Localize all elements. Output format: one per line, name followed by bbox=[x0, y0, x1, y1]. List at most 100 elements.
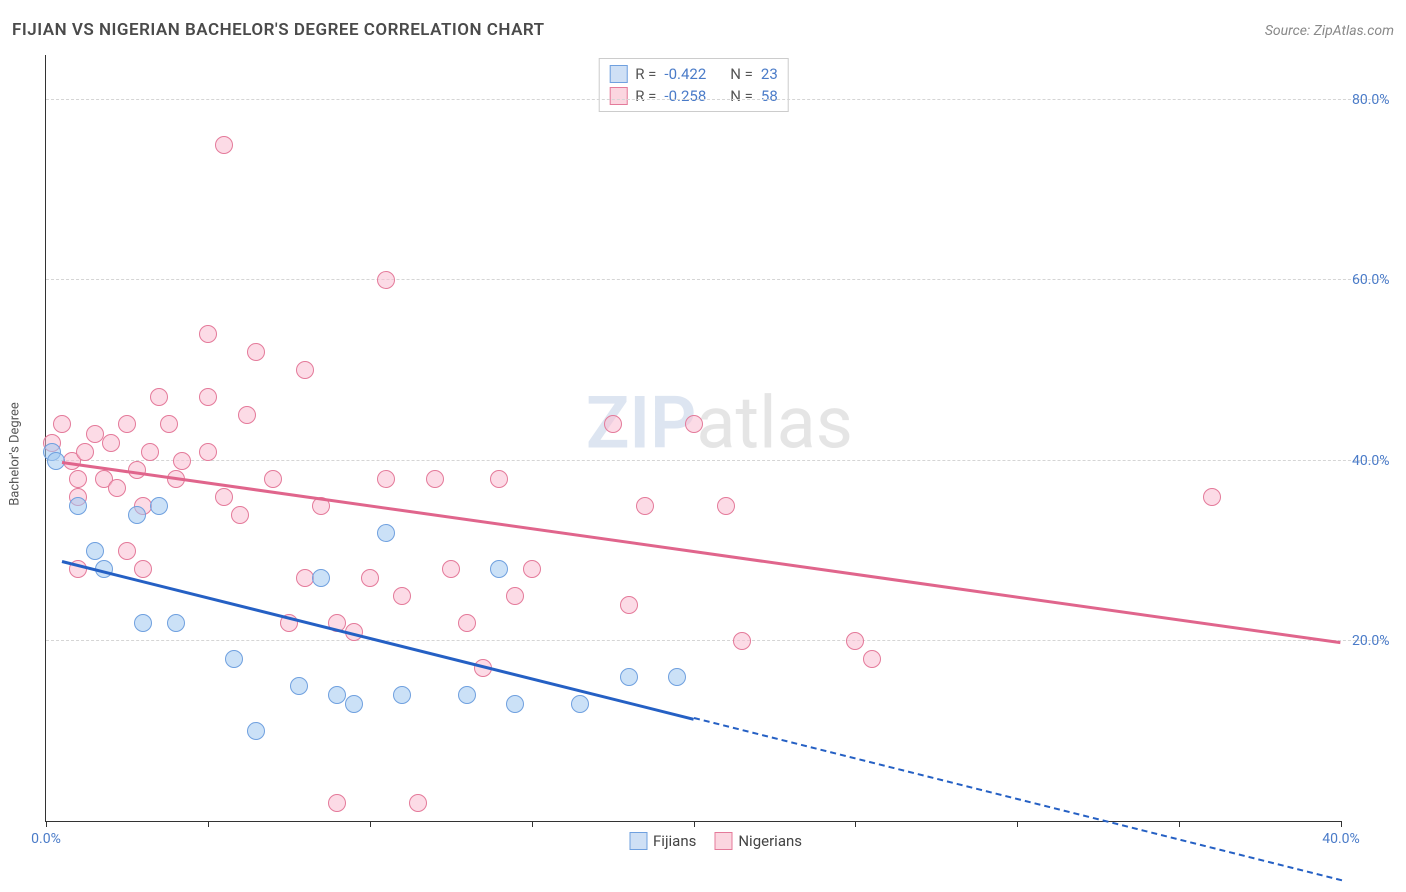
scatter-point-nigerians bbox=[717, 497, 735, 515]
scatter-point-fijians bbox=[620, 668, 638, 686]
chart-area: Bachelor's Degree ZIPatlas R = -0.422 N … bbox=[45, 55, 1386, 852]
x-tick bbox=[370, 821, 371, 827]
legend-item-nigerians: Nigerians bbox=[714, 832, 802, 850]
trend-line bbox=[693, 717, 1341, 881]
scatter-point-nigerians bbox=[128, 461, 146, 479]
x-tick bbox=[208, 821, 209, 827]
scatter-point-nigerians bbox=[636, 497, 654, 515]
gridline bbox=[46, 640, 1386, 641]
trend-line bbox=[62, 461, 1341, 644]
scatter-point-nigerians bbox=[458, 614, 476, 632]
scatter-point-nigerians bbox=[134, 560, 152, 578]
r-label: R = bbox=[635, 87, 656, 105]
scatter-point-nigerians bbox=[150, 388, 168, 406]
swatch-fijians bbox=[609, 65, 627, 83]
scatter-point-fijians bbox=[668, 668, 686, 686]
plot-region: ZIPatlas R = -0.422 N = 23 R = -0.258 N … bbox=[45, 55, 1341, 822]
scatter-point-fijians bbox=[312, 569, 330, 587]
scatter-point-fijians bbox=[247, 722, 265, 740]
scatter-point-nigerians bbox=[108, 479, 126, 497]
stats-row-fijians: R = -0.422 N = 23 bbox=[609, 65, 778, 83]
scatter-point-fijians bbox=[225, 650, 243, 668]
scatter-point-nigerians bbox=[393, 587, 411, 605]
scatter-point-nigerians bbox=[215, 488, 233, 506]
watermark-rest: atlas bbox=[696, 380, 853, 465]
x-tick-label: 0.0% bbox=[31, 831, 61, 847]
x-tick bbox=[46, 821, 47, 827]
watermark-zip: ZIP bbox=[586, 380, 696, 465]
x-tick bbox=[1179, 821, 1180, 827]
legend-swatch-nigerians bbox=[714, 832, 732, 850]
bottom-legend: Fijians Nigerians bbox=[629, 832, 802, 850]
scatter-point-fijians bbox=[290, 677, 308, 695]
scatter-point-nigerians bbox=[377, 470, 395, 488]
y-tick-label: 20.0% bbox=[1346, 633, 1391, 649]
scatter-point-nigerians bbox=[173, 452, 191, 470]
legend-label-fijians: Fijians bbox=[653, 832, 696, 850]
scatter-point-fijians bbox=[134, 614, 152, 632]
scatter-point-fijians bbox=[506, 695, 524, 713]
x-tick bbox=[1341, 821, 1342, 827]
scatter-point-nigerians bbox=[69, 470, 87, 488]
scatter-point-nigerians bbox=[506, 587, 524, 605]
scatter-point-nigerians bbox=[361, 569, 379, 587]
chart-source: Source: ZipAtlas.com bbox=[1265, 23, 1394, 39]
watermark: ZIPatlas bbox=[586, 380, 853, 465]
x-tick bbox=[1017, 821, 1018, 827]
scatter-point-nigerians bbox=[328, 794, 346, 812]
r-value-nigerians: -0.258 bbox=[664, 87, 706, 105]
y-tick-label: 60.0% bbox=[1346, 272, 1391, 288]
legend-swatch-fijians bbox=[629, 832, 647, 850]
x-tick bbox=[694, 821, 695, 827]
x-tick-label: 40.0% bbox=[1322, 831, 1360, 847]
scatter-point-fijians bbox=[490, 560, 508, 578]
scatter-point-nigerians bbox=[86, 425, 104, 443]
scatter-point-nigerians bbox=[523, 560, 541, 578]
scatter-point-nigerians bbox=[53, 415, 71, 433]
scatter-point-fijians bbox=[328, 686, 346, 704]
y-tick-label: 40.0% bbox=[1346, 453, 1391, 469]
scatter-point-fijians bbox=[345, 695, 363, 713]
scatter-point-fijians bbox=[150, 497, 168, 515]
scatter-point-nigerians bbox=[863, 650, 881, 668]
scatter-point-nigerians bbox=[490, 470, 508, 488]
n-value-fijians: 23 bbox=[761, 65, 778, 83]
scatter-point-fijians bbox=[393, 686, 411, 704]
scatter-point-nigerians bbox=[160, 415, 178, 433]
scatter-point-nigerians bbox=[296, 361, 314, 379]
chart-header: FIJIAN VS NIGERIAN BACHELOR'S DEGREE COR… bbox=[12, 20, 1394, 40]
y-tick-label: 80.0% bbox=[1346, 92, 1391, 108]
n-value-nigerians: 58 bbox=[761, 87, 778, 105]
scatter-point-fijians bbox=[571, 695, 589, 713]
scatter-point-nigerians bbox=[846, 632, 864, 650]
scatter-point-nigerians bbox=[247, 343, 265, 361]
scatter-point-nigerians bbox=[102, 434, 120, 452]
r-value-fijians: -0.422 bbox=[664, 65, 706, 83]
gridline bbox=[46, 460, 1386, 461]
scatter-point-nigerians bbox=[199, 325, 217, 343]
scatter-point-fijians bbox=[458, 686, 476, 704]
gridline bbox=[46, 99, 1386, 100]
scatter-point-nigerians bbox=[118, 415, 136, 433]
scatter-point-fijians bbox=[167, 614, 185, 632]
scatter-point-nigerians bbox=[377, 271, 395, 289]
scatter-point-nigerians bbox=[76, 443, 94, 461]
scatter-point-nigerians bbox=[215, 136, 233, 154]
scatter-point-nigerians bbox=[231, 506, 249, 524]
scatter-point-fijians bbox=[377, 524, 395, 542]
legend-item-fijians: Fijians bbox=[629, 832, 696, 850]
scatter-point-fijians bbox=[128, 506, 146, 524]
scatter-point-nigerians bbox=[620, 596, 638, 614]
gridline bbox=[46, 279, 1386, 280]
stats-box: R = -0.422 N = 23 R = -0.258 N = 58 bbox=[598, 58, 789, 112]
stats-row-nigerians: R = -0.258 N = 58 bbox=[609, 87, 778, 105]
scatter-point-nigerians bbox=[409, 794, 427, 812]
swatch-nigerians bbox=[609, 87, 627, 105]
scatter-point-nigerians bbox=[238, 406, 256, 424]
n-label: N = bbox=[730, 87, 753, 105]
scatter-point-nigerians bbox=[733, 632, 751, 650]
scatter-point-nigerians bbox=[199, 443, 217, 461]
scatter-point-nigerians bbox=[442, 560, 460, 578]
r-label: R = bbox=[635, 65, 656, 83]
y-axis-label: Bachelor's Degree bbox=[8, 402, 23, 506]
